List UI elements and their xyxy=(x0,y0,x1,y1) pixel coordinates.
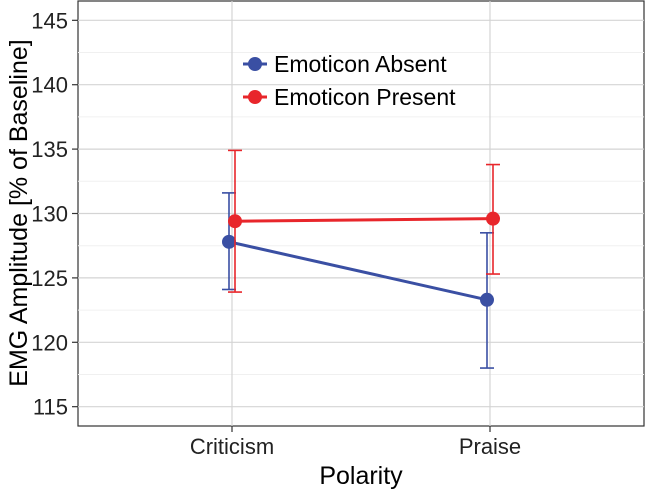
data-point xyxy=(222,234,236,249)
legend-key-point xyxy=(248,90,262,104)
series-line xyxy=(234,217,494,223)
y-tick-label: 120 xyxy=(31,330,68,355)
y-tick-label: 145 xyxy=(31,8,68,33)
legend-key-point xyxy=(248,57,262,71)
minor-gridlines xyxy=(78,52,644,375)
legend-label: Emoticon Absent xyxy=(274,51,447,77)
data-point xyxy=(486,211,500,226)
data-point xyxy=(480,292,494,307)
series-layer xyxy=(222,149,500,369)
y-axis-ticks: 115 120 125 130 135 140 145 xyxy=(31,8,78,420)
y-axis-title: EMG Amplitude [% of Baseline] xyxy=(5,39,33,386)
series-line xyxy=(228,240,488,302)
y-tick-label: 140 xyxy=(31,73,68,98)
x-tick-label: Praise xyxy=(459,434,521,459)
y-tick-label: 135 xyxy=(31,137,68,162)
legend-label: Emoticon Present xyxy=(274,84,456,110)
major-gridlines xyxy=(78,1,644,426)
data-point xyxy=(228,214,242,229)
legend: Emoticon Absent Emoticon Present xyxy=(243,51,456,110)
y-tick-label: 125 xyxy=(31,266,68,291)
x-axis-ticks: Criticism Praise xyxy=(190,426,521,459)
x-tick-label: Criticism xyxy=(190,434,274,459)
x-axis-title: Polarity xyxy=(319,462,403,490)
y-tick-label: 130 xyxy=(31,202,68,227)
y-tick-label: 115 xyxy=(33,395,68,420)
